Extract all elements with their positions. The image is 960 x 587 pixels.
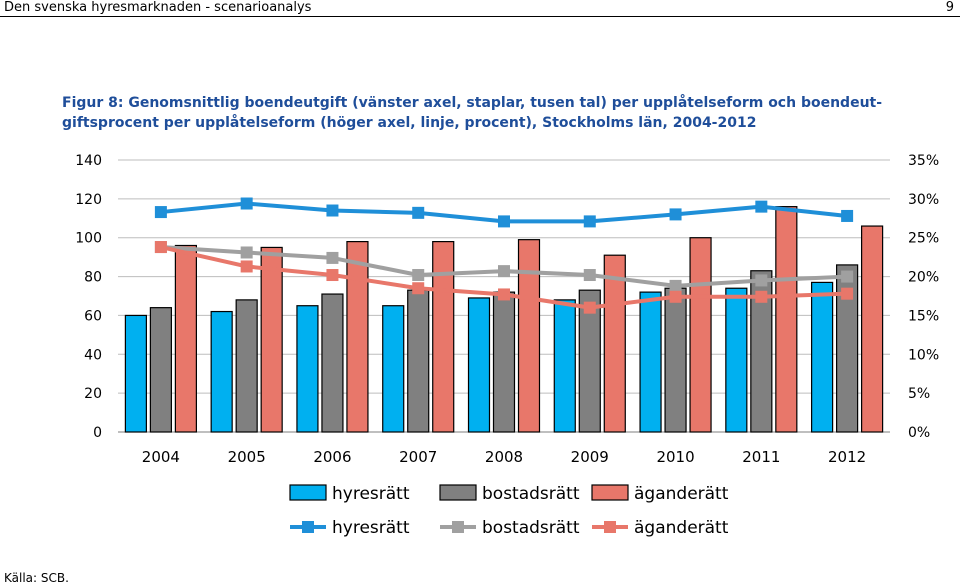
bar-äganderätt [260, 246, 283, 433]
right-tick-label: 0% [908, 425, 930, 441]
x-tick-label: 2012 [828, 448, 866, 466]
legend-swatch-bar [591, 484, 629, 501]
bar-hyresrätt [639, 291, 662, 433]
right-tick-label: 15% [908, 308, 939, 324]
marker-äganderätt [412, 282, 425, 295]
x-tick-label: 2011 [742, 448, 780, 466]
document-title: Den svenska hyresmarknaden - scenarioana… [4, 0, 312, 15]
marker-bostadsrätt [240, 246, 253, 259]
marker-bostadsrätt [326, 251, 339, 264]
right-tick-label: 10% [908, 347, 939, 363]
right-tick-label: 30% [908, 192, 939, 208]
marker-hyresrätt [755, 200, 768, 213]
bar-hyresrätt [725, 287, 748, 433]
bar-bostadsrätt [664, 287, 687, 433]
bar-hyresrätt [811, 281, 834, 433]
marker-äganderätt [498, 288, 510, 301]
marker-hyresrätt [669, 208, 682, 221]
marker-hyresrätt [154, 206, 167, 219]
right-tick-label: 20% [908, 270, 939, 286]
bar-hyresrätt [210, 310, 233, 433]
bar-bostadsrätt [578, 289, 601, 433]
bar-äganderätt [517, 239, 541, 433]
legend-label-line: bostadsrätt [482, 518, 580, 538]
bar-hyresrätt [296, 305, 319, 433]
bar-bostadsrätt [836, 264, 859, 433]
marker-hyresrätt [841, 209, 854, 222]
marker-bostadsrätt [583, 269, 596, 282]
marker-äganderätt [326, 269, 339, 282]
legend-label-line: hyresrätt [332, 518, 410, 538]
marker-bostadsrätt [669, 279, 682, 292]
legend-marker-line [302, 521, 314, 533]
legend-label-line: äganderätt [634, 518, 729, 538]
marker-hyresrätt [498, 215, 510, 228]
marker-äganderätt [154, 241, 167, 254]
marker-bostadsrätt [841, 270, 854, 283]
bar-äganderätt [432, 241, 455, 433]
x-tick-label: 2006 [313, 448, 351, 466]
legend-label-bar: hyresrätt [332, 484, 410, 504]
figure-title: Figur 8: Genomsnittlig boendeutgift (vän… [62, 93, 942, 133]
bar-äganderätt [775, 206, 798, 433]
x-tick-label: 2004 [142, 448, 180, 466]
page-header: Den svenska hyresmarknaden - scenarioana… [0, 0, 960, 17]
figure-title-line-2: giftsprocent per upplåtelseform (höger a… [62, 115, 757, 131]
marker-hyresrätt [326, 204, 339, 217]
marker-hyresrätt [240, 197, 253, 210]
right-tick-label: 35% [908, 153, 939, 169]
bar-bostadsrätt [750, 270, 773, 433]
marker-äganderätt [841, 287, 854, 300]
left-tick-label: 40 [84, 347, 102, 363]
page-number: 9 [945, 0, 954, 15]
legend-marker-line [604, 521, 616, 533]
marker-bostadsrätt [755, 274, 768, 287]
marker-bostadsrätt [412, 269, 425, 282]
marker-äganderätt [240, 260, 253, 273]
marker-hyresrätt [412, 206, 425, 219]
left-tick-label: 80 [84, 270, 102, 286]
figure-title-line-1: Figur 8: Genomsnittlig boendeutgift (vän… [62, 95, 883, 111]
marker-äganderätt [583, 301, 596, 314]
bar-bostadsrätt [492, 291, 516, 433]
legend-marker-line [452, 521, 464, 533]
bar-äganderätt [689, 237, 712, 433]
x-tick-label: 2005 [228, 448, 266, 466]
x-tick-label: 2008 [485, 448, 523, 466]
x-tick-label: 2010 [656, 448, 694, 466]
right-tick-label: 25% [908, 231, 939, 247]
bar-bostadsrätt [235, 299, 258, 433]
x-tick-label: 2007 [399, 448, 437, 466]
x-tick-label: 2009 [571, 448, 609, 466]
bar-äganderätt [346, 241, 369, 433]
left-tick-label: 120 [75, 192, 102, 208]
bar-bostadsrätt [149, 307, 172, 433]
bar-äganderätt [174, 244, 197, 433]
bar-hyresrätt [382, 305, 405, 433]
legend-label-bar: äganderätt [634, 484, 729, 504]
left-tick-label: 100 [75, 231, 102, 247]
bar-bostadsrätt [407, 289, 430, 433]
legend-swatch-bar [439, 484, 477, 501]
bar-bostadsrätt [321, 293, 344, 433]
left-tick-label: 140 [75, 153, 102, 169]
left-tick-label: 60 [84, 308, 102, 324]
left-tick-label: 0 [93, 425, 102, 441]
source-note: Källa: SCB. [4, 571, 69, 585]
marker-hyresrätt [583, 215, 596, 228]
marker-äganderätt [669, 290, 682, 303]
marker-äganderätt [755, 290, 768, 303]
bar-hyresrätt [467, 297, 491, 433]
right-tick-label: 5% [908, 386, 930, 402]
left-tick-label: 20 [84, 386, 102, 402]
bar-äganderätt [861, 225, 884, 433]
bar-hyresrätt [124, 314, 147, 433]
bar-hyresrätt [553, 299, 576, 433]
legend-swatch-bar [289, 484, 327, 501]
marker-bostadsrätt [498, 265, 510, 278]
bar-äganderätt [603, 254, 626, 433]
legend-label-bar: bostadsrätt [482, 484, 580, 504]
